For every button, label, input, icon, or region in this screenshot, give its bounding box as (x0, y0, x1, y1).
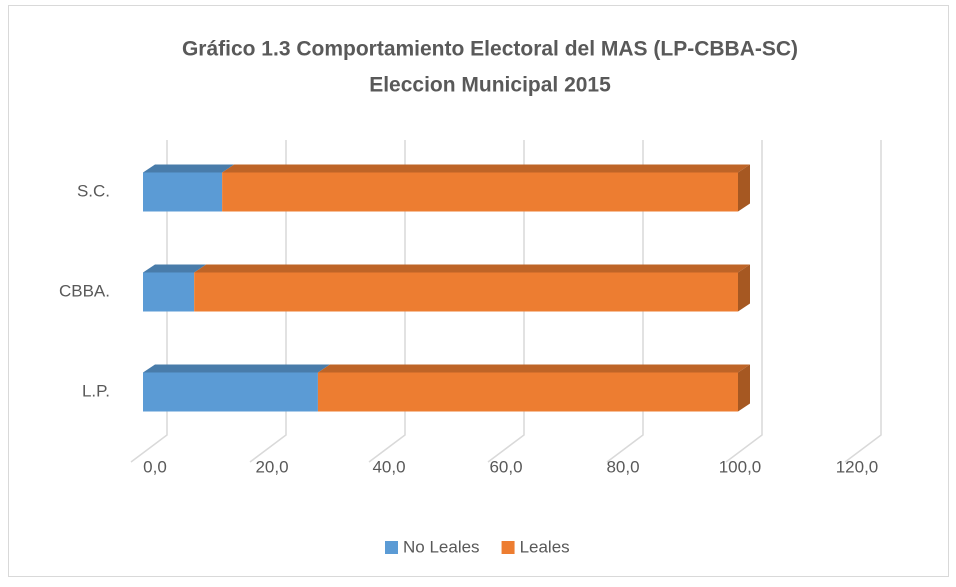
bar (143, 272, 195, 312)
bar-top (317, 364, 750, 373)
grid-line (130, 140, 168, 463)
grid-line (249, 140, 287, 463)
y-tick-label: S.C. (77, 181, 110, 200)
grid-line (725, 140, 763, 463)
bar (222, 172, 738, 212)
legend-label: Leales (520, 537, 570, 556)
bar-side (738, 164, 750, 212)
legend-swatch (501, 541, 515, 554)
bar (143, 172, 223, 212)
chart-subtitle: Eleccion Municipal 2015 (369, 74, 611, 97)
x-tick-label: 120,0 (836, 457, 879, 476)
grid-line (844, 140, 882, 463)
x-tick-label: 60,0 (489, 457, 522, 476)
x-tick-label: 80,0 (606, 457, 639, 476)
y-tick-label: CBBA. (59, 281, 110, 300)
grid-line (368, 140, 406, 463)
x-tick-label: 40,0 (372, 457, 405, 476)
x-tick-label: 20,0 (255, 457, 288, 476)
y-tick-label: L.P. (82, 381, 110, 400)
bar (143, 372, 318, 412)
bar (194, 272, 739, 312)
x-tick-label: 100,0 (719, 457, 762, 476)
bar-side (738, 264, 750, 312)
chart-title: Gráfico 1.3 Comportamiento Electoral del… (182, 38, 798, 61)
bar-top (143, 364, 330, 373)
grid-line (606, 140, 644, 463)
legend-label: No Leales (403, 537, 480, 556)
bar-side (738, 364, 750, 412)
bar-top (194, 264, 751, 273)
bar-top (222, 164, 750, 173)
grid-line (487, 140, 525, 463)
bar (317, 372, 738, 412)
bar-top (143, 264, 207, 273)
legend-swatch (385, 541, 398, 554)
x-tick-label: 0,0 (143, 457, 167, 476)
bar-top (143, 164, 235, 173)
